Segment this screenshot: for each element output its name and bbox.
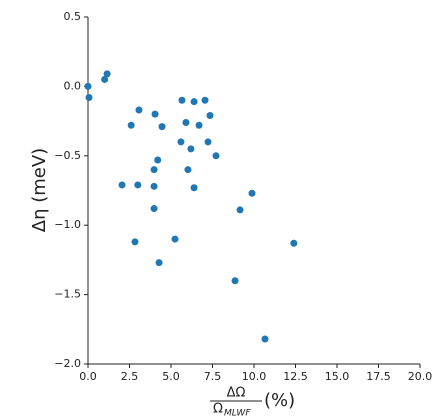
point xyxy=(118,181,126,189)
y-tick-label: 0.0 xyxy=(64,79,82,92)
y-tick-label: −2.0 xyxy=(54,357,81,370)
point xyxy=(158,123,166,131)
x-tick-label: 7.5 xyxy=(204,370,222,383)
x-tick-label: 5.0 xyxy=(162,370,180,383)
point xyxy=(178,96,186,104)
x-label-numerator: ΔΩ xyxy=(227,386,246,401)
point xyxy=(248,189,256,197)
point xyxy=(150,182,158,190)
point xyxy=(155,259,163,267)
point xyxy=(184,166,192,174)
x-label-suffix: (%) xyxy=(264,390,295,411)
y-tick-label: 0.5 xyxy=(64,10,82,23)
y-axis-label: Δη (meV) xyxy=(29,148,50,232)
point xyxy=(206,112,214,120)
point xyxy=(187,145,195,153)
x-label-subscript: MLWF xyxy=(224,409,251,417)
point xyxy=(135,106,143,114)
y-tick-label: −1.0 xyxy=(54,218,81,231)
point xyxy=(190,98,198,106)
x-tick-label: 17.5 xyxy=(366,370,391,383)
point xyxy=(231,277,239,285)
point xyxy=(103,70,111,78)
point xyxy=(84,82,92,90)
x-tick-label: 0.0 xyxy=(79,370,97,383)
x-tick-label: 15.0 xyxy=(325,370,350,383)
point xyxy=(177,138,185,146)
point xyxy=(150,205,158,213)
point xyxy=(134,181,142,189)
point xyxy=(201,96,209,104)
x-tick-label: 12.5 xyxy=(283,370,308,383)
point xyxy=(101,75,109,83)
point xyxy=(127,121,135,129)
point xyxy=(204,138,212,146)
x-label-denominator: Ω xyxy=(213,402,223,417)
point xyxy=(290,239,298,247)
point xyxy=(212,152,220,160)
y-tick-label: −1.5 xyxy=(54,288,81,301)
x-tick-label: 10.0 xyxy=(242,370,267,383)
point xyxy=(261,335,269,343)
point xyxy=(182,118,190,126)
point xyxy=(131,238,139,246)
point xyxy=(190,184,198,192)
point xyxy=(195,121,203,129)
point xyxy=(236,206,244,214)
point xyxy=(154,156,162,164)
x-tick-label: 20.0 xyxy=(408,370,433,383)
point xyxy=(151,110,159,118)
point xyxy=(171,235,179,243)
x-tick-label: 2.5 xyxy=(121,370,139,383)
point xyxy=(150,166,158,174)
point xyxy=(85,94,93,102)
y-tick-label: −0.5 xyxy=(54,149,81,162)
